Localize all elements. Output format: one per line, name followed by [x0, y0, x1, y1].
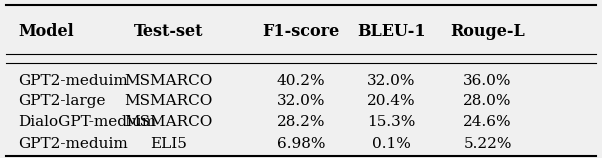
Text: 32.0%: 32.0%: [277, 94, 325, 108]
Text: MSMARCO: MSMARCO: [125, 115, 213, 129]
Text: ELI5: ELI5: [150, 137, 187, 151]
Text: DialoGPT-medium: DialoGPT-medium: [18, 115, 156, 129]
Text: 40.2%: 40.2%: [277, 74, 325, 88]
Text: 36.0%: 36.0%: [464, 74, 512, 88]
Text: 32.0%: 32.0%: [367, 74, 415, 88]
Text: F1-score: F1-score: [262, 23, 340, 40]
Text: 28.0%: 28.0%: [464, 94, 512, 108]
Text: 15.3%: 15.3%: [367, 115, 415, 129]
Text: BLEU-1: BLEU-1: [357, 23, 426, 40]
Text: 28.2%: 28.2%: [277, 115, 325, 129]
Text: 6.98%: 6.98%: [277, 137, 325, 151]
Text: GPT2-meduim: GPT2-meduim: [18, 137, 128, 151]
Text: 0.1%: 0.1%: [372, 137, 411, 151]
Text: Model: Model: [18, 23, 73, 40]
Text: Rouge-L: Rouge-L: [450, 23, 525, 40]
Text: 20.4%: 20.4%: [367, 94, 415, 108]
Text: GPT2-meduim: GPT2-meduim: [18, 74, 128, 88]
Text: GPT2-large: GPT2-large: [18, 94, 105, 108]
Text: Test-set: Test-set: [134, 23, 203, 40]
Text: MSMARCO: MSMARCO: [125, 74, 213, 88]
Text: MSMARCO: MSMARCO: [125, 94, 213, 108]
Text: 24.6%: 24.6%: [464, 115, 512, 129]
Text: 5.22%: 5.22%: [464, 137, 512, 151]
